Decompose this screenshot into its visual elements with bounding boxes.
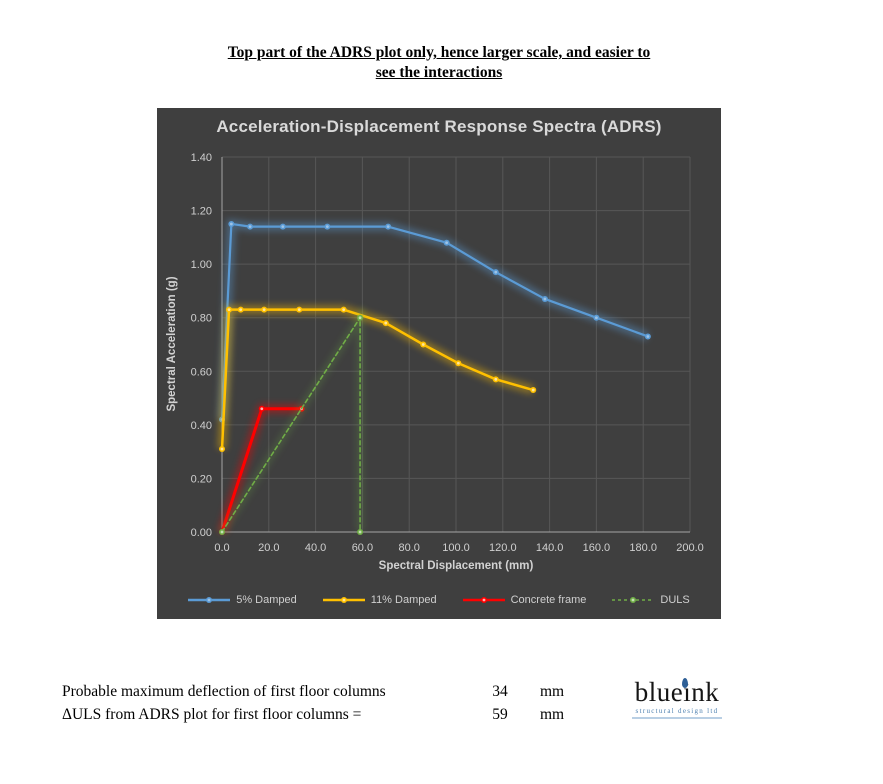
svg-text:120.0: 120.0 bbox=[489, 542, 517, 554]
ink-drop-icon bbox=[682, 678, 688, 688]
svg-text:1.00: 1.00 bbox=[191, 259, 212, 271]
series-duls bbox=[219, 305, 364, 535]
series-5-damped bbox=[217, 218, 651, 423]
svg-text:80.0: 80.0 bbox=[398, 542, 419, 554]
header-line-1: Top part of the ADRS plot only, hence la… bbox=[227, 44, 651, 61]
svg-text:1.40: 1.40 bbox=[191, 152, 212, 164]
legend-item-concrete-frame: Concrete frame bbox=[462, 594, 587, 606]
svg-text:0.80: 0.80 bbox=[191, 313, 212, 325]
chart-title: Acceleration-Displacement Response Spect… bbox=[216, 117, 662, 136]
svg-text:180.0: 180.0 bbox=[629, 542, 657, 554]
svg-text:0.00: 0.00 bbox=[191, 527, 212, 539]
legend-label: 11% Damped bbox=[370, 594, 437, 606]
svg-text:200.0: 200.0 bbox=[676, 542, 704, 554]
x-axis-title: Spectral Displacement (mm) bbox=[379, 560, 534, 572]
legend-item-5-damped: 5% Damped bbox=[188, 594, 297, 606]
legend-label: Concrete frame bbox=[510, 594, 587, 606]
svg-text:20.0: 20.0 bbox=[258, 542, 279, 554]
svg-text:0.60: 0.60 bbox=[191, 366, 212, 378]
svg-text:100.0: 100.0 bbox=[442, 542, 470, 554]
legend-swatch-icon bbox=[188, 597, 231, 603]
adrs-chart: Acceleration-Displacement Response Spect… bbox=[157, 108, 721, 619]
summary-value: 59 bbox=[492, 706, 508, 723]
summary-row: Probable maximum deflection of first flo… bbox=[62, 683, 662, 703]
summary-value: 34 bbox=[492, 683, 508, 700]
legend-swatch-icon bbox=[612, 597, 655, 603]
summary-unit: mm bbox=[540, 706, 565, 723]
legend-label: DULS bbox=[660, 594, 690, 606]
summary-label: ΔULS from ADRS plot for first floor colu… bbox=[62, 706, 362, 723]
y-axis-title: Spectral Acceleration (g) bbox=[166, 276, 178, 411]
plot-area: 0.0 20.0 40.0 60.0 80.0 100.0 120.0 140.0 160.0 1… bbox=[166, 152, 704, 572]
svg-text:0.20: 0.20 bbox=[191, 473, 212, 485]
header-note: Top part of the ADRS plot only, hence la… bbox=[157, 43, 721, 83]
summary-unit: mm bbox=[540, 683, 565, 700]
svg-text:160.0: 160.0 bbox=[583, 542, 611, 554]
logo-text: blueink bbox=[634, 677, 720, 707]
legend-item-11-damped: 11% Damped bbox=[322, 594, 437, 606]
header-line-2: see the interactions bbox=[375, 64, 503, 81]
legend-label: 5% Damped bbox=[236, 594, 297, 606]
legend-swatch-icon bbox=[322, 597, 365, 603]
tick-labels: 0.0 20.0 40.0 60.0 80.0 100.0 120.0 140.0 160.0 1… bbox=[191, 152, 704, 554]
svg-text:140.0: 140.0 bbox=[536, 542, 564, 554]
chart-legend: 5% Damped 11% Damped Concrete frame DULS bbox=[157, 594, 721, 606]
svg-text:0.40: 0.40 bbox=[191, 420, 212, 432]
logo-rule bbox=[632, 717, 722, 719]
svg-text:60.0: 60.0 bbox=[352, 542, 373, 554]
logo-tagline: structural design ltd bbox=[635, 707, 719, 715]
blueink-logo: blueink structural design ltd bbox=[632, 677, 722, 719]
logo-name: blueink bbox=[632, 677, 722, 707]
series-lines bbox=[217, 218, 651, 535]
summary-row: ΔULS from ADRS plot for first floor colu… bbox=[62, 706, 662, 726]
series-11-damped bbox=[217, 305, 537, 452]
svg-text:40.0: 40.0 bbox=[305, 542, 326, 554]
legend-item-duls: DULS bbox=[612, 594, 690, 606]
svg-text:0.0: 0.0 bbox=[214, 542, 229, 554]
legend-swatch-icon bbox=[462, 597, 505, 603]
gridlines bbox=[221, 156, 691, 533]
svg-text:1.20: 1.20 bbox=[191, 206, 212, 218]
summary-label: Probable maximum deflection of first flo… bbox=[62, 683, 386, 700]
